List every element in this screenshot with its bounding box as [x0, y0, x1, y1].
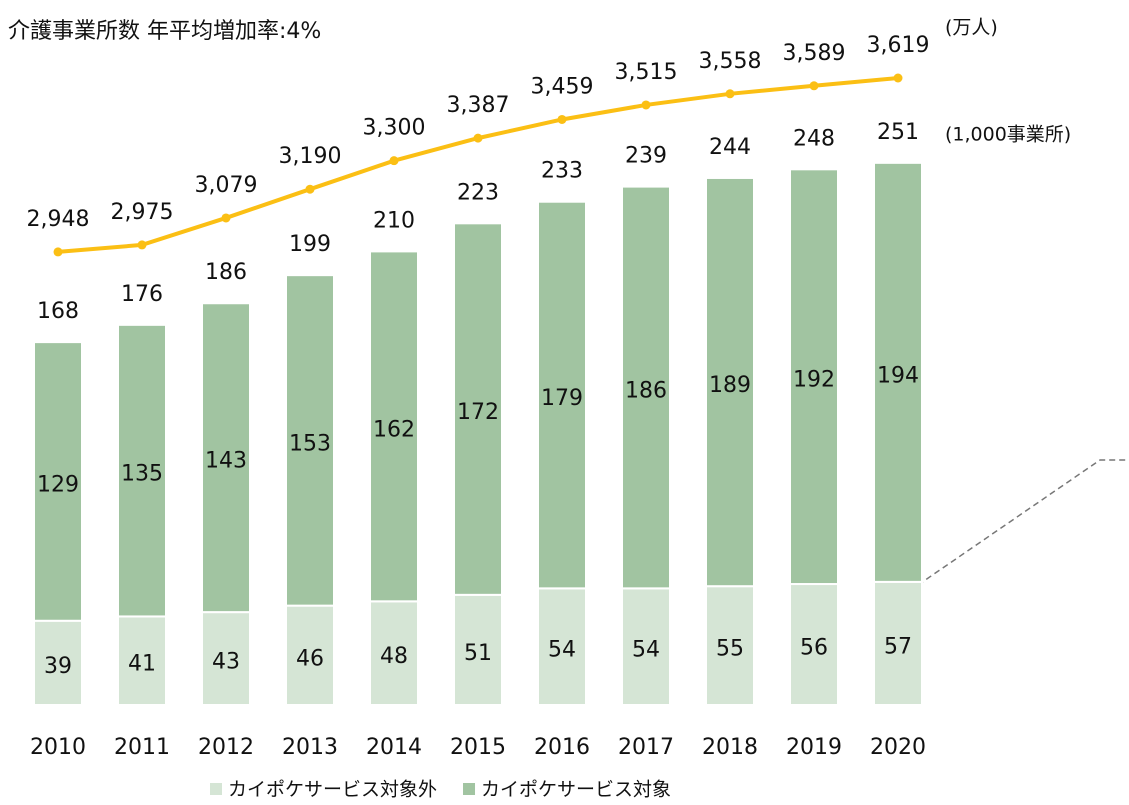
total-label: 248 [793, 126, 835, 151]
x-tick-label: 2018 [702, 735, 758, 760]
unit-label: (1,000事業所) [945, 124, 1071, 146]
x-tick-label: 2019 [786, 735, 842, 760]
bar-segment [369, 250, 419, 603]
bar-segment [285, 274, 335, 607]
bar-segment [537, 200, 587, 590]
data-label: 46 [296, 646, 324, 671]
data-label: 153 [289, 431, 331, 456]
x-tick-label: 2012 [198, 735, 254, 760]
line-point [557, 114, 567, 124]
data-label: 39 [44, 654, 72, 679]
line-label: 3,190 [279, 144, 342, 169]
bar-segment [453, 593, 503, 707]
x-tick-label: 2017 [618, 735, 674, 760]
data-label: 172 [457, 400, 499, 425]
data-label: 48 [380, 644, 408, 669]
total-label: 244 [709, 135, 751, 160]
line-label: 3,300 [363, 116, 426, 141]
x-tick-label: 2014 [366, 735, 422, 760]
line-label: 2,975 [111, 200, 174, 225]
data-label: 43 [212, 650, 240, 675]
x-tick-label: 2015 [450, 735, 506, 760]
line-point [641, 100, 651, 110]
data-label: 57 [884, 634, 912, 659]
data-label: 54 [632, 638, 660, 663]
bar-segment [369, 600, 419, 707]
line-label: 3,387 [447, 93, 510, 118]
bar-segment [705, 585, 755, 707]
line-label: 3,515 [615, 60, 678, 85]
bar-segment [789, 168, 839, 586]
legend-swatch [463, 783, 476, 795]
data-label: 41 [128, 652, 156, 677]
data-label: 143 [205, 449, 247, 474]
chart-title: 介護事業所数 年平均増加率:4% [8, 19, 321, 44]
bar-segment [621, 587, 671, 706]
data-label: 51 [464, 641, 492, 666]
line-point [473, 133, 483, 143]
total-label: 239 [625, 144, 667, 169]
line-label: 3,459 [531, 74, 594, 99]
data-label: 186 [625, 378, 667, 403]
line-point [221, 213, 231, 223]
y2-unit-label: (万人) [945, 17, 998, 39]
line-point [53, 247, 63, 257]
bar-segment [33, 619, 83, 707]
x-tick-label: 2011 [114, 735, 170, 760]
line-point [725, 89, 735, 99]
bar-segment [705, 176, 755, 588]
data-label: 179 [541, 386, 583, 411]
x-tick-label: 2010 [30, 735, 86, 760]
data-label: 56 [800, 636, 828, 661]
bar-segment [201, 302, 251, 614]
legend-label: カイポケサービス対象 [481, 779, 671, 801]
line-point [389, 156, 399, 166]
data-label: 162 [373, 417, 415, 442]
total-label: 199 [289, 232, 331, 257]
line-label: 3,619 [867, 33, 930, 58]
total-label: 251 [877, 120, 919, 145]
bar-segment [789, 583, 839, 706]
bar-segment [33, 341, 83, 622]
data-label: 55 [716, 637, 744, 662]
x-tick-label: 2016 [534, 735, 590, 760]
bar-segment [201, 611, 251, 706]
line-label: 2,948 [27, 207, 90, 232]
total-label: 233 [541, 159, 583, 184]
legend-label: カイポケサービス対象外 [228, 779, 437, 801]
x-tick-label: 2020 [870, 735, 926, 760]
line-point [137, 240, 147, 250]
line-label: 3,079 [195, 173, 258, 198]
bar-segment [453, 222, 503, 596]
line-label: 3,589 [783, 41, 846, 66]
data-label: 54 [548, 638, 576, 663]
total-label: 210 [373, 208, 415, 233]
total-label: 223 [457, 180, 499, 205]
bar-segment [537, 587, 587, 706]
line-point [305, 184, 315, 194]
line-point [809, 81, 819, 91]
line-point [893, 73, 903, 83]
data-label: 129 [37, 472, 79, 497]
data-label: 189 [709, 373, 751, 398]
x-tick-label: 2013 [282, 735, 338, 760]
bar-segment [117, 323, 167, 618]
data-label: 135 [121, 462, 163, 487]
legend-swatch [210, 783, 222, 795]
bar-segment [873, 161, 923, 583]
data-label: 192 [793, 368, 835, 393]
total-label: 186 [205, 260, 247, 285]
bar-segment [621, 185, 671, 590]
line-label: 3,558 [699, 49, 762, 74]
total-label: 168 [37, 299, 79, 324]
callout-line [917, 459, 1129, 586]
total-label: 176 [121, 282, 163, 307]
data-label: 194 [877, 363, 919, 388]
bar-segment [285, 604, 335, 707]
